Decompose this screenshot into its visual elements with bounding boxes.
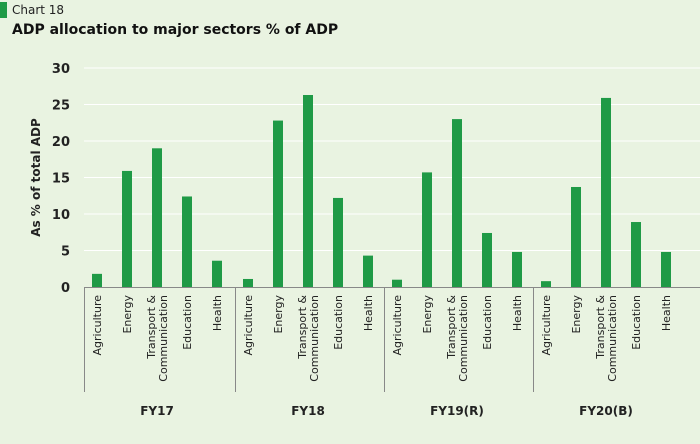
bar	[243, 278, 253, 287]
y-tick-label: 25	[52, 99, 70, 114]
group-label: FY19(R)	[430, 404, 484, 418]
bar	[212, 260, 222, 287]
bar	[122, 170, 132, 287]
y-tick-label: 20	[52, 135, 70, 150]
category-label: Agriculture	[540, 295, 553, 356]
category-label: Education	[481, 295, 494, 350]
category-label: Education	[332, 295, 345, 350]
bar	[152, 148, 162, 287]
bar	[661, 251, 671, 287]
category-label: Transport &Communication	[145, 295, 170, 382]
category-label: Education	[181, 295, 194, 350]
bar	[571, 186, 581, 287]
category-label: Transport &Communication	[296, 295, 321, 382]
category-label: Health	[511, 295, 524, 331]
chart-label: Chart 18	[12, 3, 65, 17]
bar	[601, 97, 611, 288]
chart-marker-icon	[0, 2, 7, 18]
category-label: Transport &Communication	[445, 295, 470, 382]
bar	[92, 273, 102, 287]
category-label: Transport &Communication	[594, 295, 619, 382]
bar	[512, 251, 522, 287]
category-label: Energy	[272, 295, 285, 334]
category-label: Agriculture	[391, 295, 404, 356]
group-label: FY20(B)	[579, 404, 633, 418]
category-label: Health	[660, 295, 673, 331]
category-label: Energy	[121, 295, 134, 334]
y-tick-label: 30	[52, 62, 70, 77]
category-label: Health	[211, 295, 224, 331]
chart-label-container: Chart 18	[0, 2, 64, 18]
bar	[541, 281, 551, 287]
y-tick-label: 10	[52, 208, 70, 223]
category-label: Energy	[570, 295, 583, 334]
category-label: Agriculture	[91, 295, 104, 356]
y-axis-label: As % of total ADP	[29, 118, 43, 237]
bar	[273, 120, 283, 287]
y-tick-label: 0	[61, 281, 70, 296]
bar	[392, 279, 402, 287]
group-label: FY18	[291, 404, 325, 418]
bar	[631, 222, 641, 287]
group-label: FY17	[140, 404, 174, 418]
bar	[182, 196, 192, 287]
y-tick-label: 15	[52, 172, 70, 187]
bar	[303, 95, 313, 287]
chart-title: ADP allocation to major sectors % of ADP	[12, 22, 339, 38]
category-label: Health	[362, 295, 375, 331]
category-label: Agriculture	[242, 295, 255, 356]
bar	[482, 232, 492, 287]
bar	[363, 255, 373, 287]
bar	[333, 197, 343, 287]
bar	[452, 119, 462, 287]
category-label: Energy	[421, 295, 434, 334]
bar	[422, 172, 432, 287]
y-tick-label: 5	[61, 245, 70, 260]
category-label: Education	[630, 295, 643, 350]
